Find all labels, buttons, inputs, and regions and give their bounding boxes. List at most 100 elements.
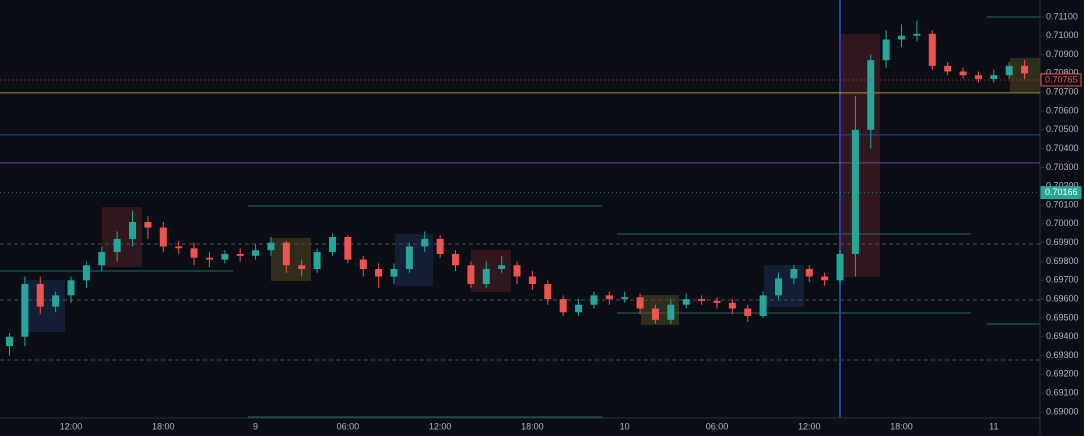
y-tick-label: 0.69100 <box>1046 388 1079 398</box>
candle-body <box>590 295 598 305</box>
candle-body <box>990 75 998 80</box>
y-tick-label: 0.70300 <box>1046 162 1079 172</box>
candle-body <box>498 265 506 270</box>
candle-body <box>759 295 767 317</box>
price-label: 0.70166 <box>1045 187 1078 197</box>
candle-body <box>129 221 137 239</box>
candle-body <box>421 238 429 247</box>
candle-body <box>913 33 921 36</box>
candle-body <box>621 297 629 300</box>
candle-body <box>528 276 536 285</box>
candle-body <box>236 253 244 256</box>
x-tick-label: 06:00 <box>337 421 360 431</box>
x-tick-label: 12:00 <box>429 421 452 431</box>
candle-body <box>313 252 321 270</box>
candle-body <box>205 257 213 260</box>
session-box <box>271 238 311 281</box>
y-tick-label: 0.70900 <box>1046 49 1079 59</box>
candle-body <box>605 295 613 300</box>
candle-body <box>790 269 798 279</box>
candle-body <box>667 304 675 320</box>
candle-body <box>344 237 352 260</box>
x-tick-label: 18:00 <box>521 421 544 431</box>
candle-body <box>405 246 413 270</box>
candle-body <box>713 300 721 303</box>
candle-body <box>851 129 859 254</box>
candle-body <box>159 227 167 247</box>
candle-body <box>328 237 336 253</box>
price-label: 0.70765 <box>1045 74 1078 84</box>
x-tick-label: 18:00 <box>152 421 175 431</box>
y-tick-label: 0.69000 <box>1046 406 1079 416</box>
candle-body <box>98 252 106 266</box>
candle-body <box>82 265 90 281</box>
candle-body <box>190 248 198 258</box>
y-tick-label: 0.70200 <box>1046 181 1079 191</box>
x-tick-label: 12:00 <box>798 421 821 431</box>
candle-body <box>805 269 813 277</box>
candle-body <box>575 304 583 313</box>
candle-body <box>282 242 290 266</box>
y-tick-label: 0.70100 <box>1046 199 1079 209</box>
y-tick-label: 0.70800 <box>1046 68 1079 78</box>
candle-body <box>698 299 706 301</box>
y-tick-label: 0.69300 <box>1046 350 1079 360</box>
y-tick-label: 0.69800 <box>1046 256 1079 266</box>
y-tick-label: 0.69700 <box>1046 275 1079 285</box>
candle-body <box>298 265 306 270</box>
candle-body <box>5 336 13 347</box>
candle-body <box>651 308 659 320</box>
candle-body <box>144 221 152 228</box>
y-tick-label: 0.70700 <box>1046 87 1079 97</box>
candle-body <box>774 278 782 296</box>
candle-body <box>636 297 644 309</box>
candle-body <box>390 269 398 277</box>
candle-body <box>1021 65 1029 74</box>
candle-body <box>36 284 44 307</box>
candle-body <box>436 238 444 254</box>
price-label-box <box>1040 186 1082 200</box>
candle-body <box>113 238 121 253</box>
candle-body <box>867 60 875 130</box>
candle-body <box>359 259 367 270</box>
y-tick-label: 0.70500 <box>1046 124 1079 134</box>
y-tick-label: 0.69200 <box>1046 369 1079 379</box>
y-tick-label: 0.70600 <box>1046 105 1079 115</box>
session-box <box>764 265 804 307</box>
candle-body <box>728 302 736 309</box>
candle-body <box>821 276 829 281</box>
candle-body <box>1005 65 1013 76</box>
candle-body <box>744 308 752 317</box>
candle-body <box>21 284 29 337</box>
candle-body <box>944 65 952 72</box>
candle-body <box>52 295 60 307</box>
candle-body <box>221 253 229 260</box>
price-label-box <box>1040 73 1082 87</box>
y-tick-label: 0.69500 <box>1046 312 1079 322</box>
y-tick-label: 0.71000 <box>1046 30 1079 40</box>
candle-body <box>682 299 690 305</box>
candle-body <box>267 242 275 251</box>
candle-body <box>544 284 552 300</box>
candle-body <box>898 35 906 40</box>
candle-body <box>482 269 490 285</box>
candle-body <box>974 75 982 80</box>
y-tick-label: 0.69400 <box>1046 331 1079 341</box>
candle-body <box>836 253 844 281</box>
y-tick-label: 0.71100 <box>1046 11 1078 21</box>
candle-body <box>559 299 567 313</box>
y-tick-label: 0.70000 <box>1046 218 1079 228</box>
x-tick-label: 10 <box>620 421 630 431</box>
x-tick-label: 9 <box>253 421 258 431</box>
candle-body <box>467 265 475 285</box>
x-tick-label: 12:00 <box>60 421 83 431</box>
candle-body <box>959 71 967 76</box>
candle-body <box>375 269 383 277</box>
candle-body <box>252 250 260 256</box>
x-tick-label: 18:00 <box>890 421 913 431</box>
x-tick-label: 06:00 <box>706 421 729 431</box>
y-tick-label: 0.69900 <box>1046 237 1079 247</box>
